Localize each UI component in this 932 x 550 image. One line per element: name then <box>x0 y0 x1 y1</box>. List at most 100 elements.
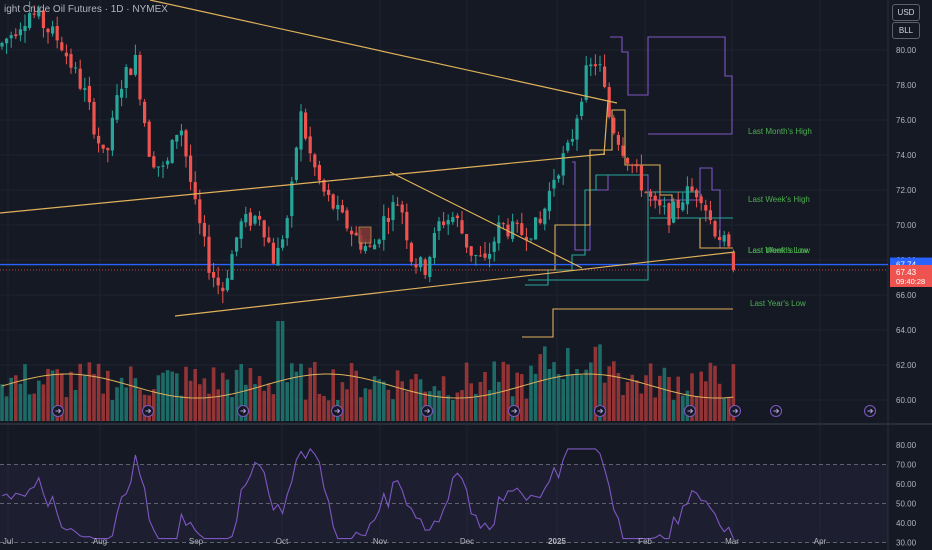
volume-bar <box>124 387 128 421</box>
currency-button[interactable]: USD <box>892 4 920 21</box>
volume-bar <box>469 383 473 421</box>
candle-body <box>262 220 266 238</box>
candle-body <box>589 64 593 67</box>
volume-bar <box>487 390 492 421</box>
time-tick-label: Mar <box>725 537 739 546</box>
candle-body <box>543 208 547 225</box>
candle-body <box>32 13 36 15</box>
volume-bar <box>717 383 722 421</box>
rsi-tick-label: 30.00 <box>896 539 917 548</box>
volume-bar <box>460 390 464 421</box>
arrow-right-icon <box>55 408 62 414</box>
candle-body <box>373 244 377 250</box>
candle-body <box>520 223 524 235</box>
arrow-right-icon <box>732 408 739 414</box>
candle-body <box>78 68 82 89</box>
volume-bar <box>87 362 92 421</box>
volume-bar <box>115 387 119 421</box>
volume-bar <box>101 393 105 421</box>
candle-body <box>557 175 561 179</box>
volume-bar <box>708 362 713 421</box>
time-tick-label: 2025 <box>548 537 566 546</box>
volume-bar <box>37 380 41 421</box>
time-tick-label: Aug <box>93 537 107 546</box>
candle-body <box>667 203 671 226</box>
candle-body <box>570 138 574 142</box>
candle-body <box>184 130 188 157</box>
candle-body <box>607 87 611 118</box>
volume-bar <box>78 363 82 421</box>
volume-bar <box>221 372 225 421</box>
price-tick-label: 76.00 <box>896 116 917 125</box>
rsi-tick-label: 60.00 <box>896 480 917 489</box>
trendline[interactable] <box>603 99 609 156</box>
volume-bar <box>676 376 680 421</box>
candle-body <box>239 221 243 239</box>
candle-body <box>547 190 551 212</box>
candle-body <box>138 54 142 100</box>
candle-body <box>120 88 124 98</box>
candle-body <box>179 130 183 136</box>
candle-body <box>552 179 556 189</box>
candle-body <box>377 239 381 244</box>
volume-bar <box>699 371 703 421</box>
candle-body <box>18 29 22 36</box>
volume-bar <box>202 378 207 421</box>
candle-body <box>722 235 726 242</box>
candle-body <box>497 222 501 244</box>
trendline-layer[interactable] <box>0 0 736 317</box>
price-tick-label: 70.00 <box>896 221 917 230</box>
trendline[interactable] <box>0 153 606 214</box>
volume-bar <box>400 381 404 421</box>
candle-body <box>662 205 666 207</box>
volume-bar <box>432 386 437 421</box>
trendline[interactable] <box>174 251 736 317</box>
volume-bar <box>179 395 184 421</box>
candle-body <box>285 218 289 239</box>
candle-body <box>317 164 321 181</box>
unit-button[interactable]: BLL <box>892 22 920 39</box>
candle-body <box>428 256 432 278</box>
symbol-title[interactable]: ight Crude Oil Futures · 1D · NYMEX <box>4 4 168 15</box>
volume-bar <box>625 381 630 421</box>
volume-bar <box>73 389 78 421</box>
volume-bar <box>0 384 4 421</box>
candle-body <box>561 153 565 176</box>
candle-body <box>400 204 404 213</box>
candle-body <box>161 165 165 167</box>
candle-body <box>616 134 620 145</box>
candle-body <box>529 238 533 240</box>
volume-bar <box>119 377 124 421</box>
volume-bar <box>23 364 27 421</box>
arrow-right-icon <box>687 408 694 414</box>
volume-bar <box>446 395 450 421</box>
candle-body <box>639 165 643 191</box>
time-tick-label: Apr <box>814 537 827 546</box>
trendline[interactable] <box>389 171 583 269</box>
candle-body <box>455 215 459 219</box>
candle-body <box>612 117 616 134</box>
candle-body <box>603 66 607 87</box>
candle-body <box>244 214 248 223</box>
volume-bar <box>285 382 289 421</box>
candle-body <box>193 182 197 200</box>
candle-body <box>336 204 340 210</box>
time-tick-label: Dec <box>460 537 474 546</box>
candle-body <box>51 26 55 34</box>
price-tick-label: 66.00 <box>896 291 917 300</box>
volume-bar <box>4 396 9 421</box>
volume-bar <box>354 370 358 421</box>
candle-body <box>653 195 657 201</box>
volume-bar <box>267 383 271 421</box>
volume-bar <box>612 361 616 421</box>
volume-bar <box>441 376 446 421</box>
candle-body <box>704 205 708 211</box>
level-label: Last Month's Low <box>748 246 810 255</box>
volume-bar <box>345 389 349 421</box>
volume-bar <box>621 395 625 421</box>
trendline[interactable] <box>149 0 618 104</box>
volume-bar <box>368 389 372 421</box>
volume-bar <box>331 369 335 421</box>
